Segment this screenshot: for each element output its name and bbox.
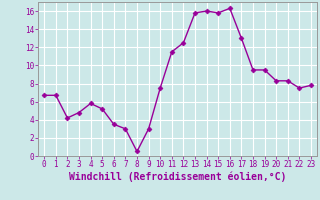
X-axis label: Windchill (Refroidissement éolien,°C): Windchill (Refroidissement éolien,°C)	[69, 172, 286, 182]
